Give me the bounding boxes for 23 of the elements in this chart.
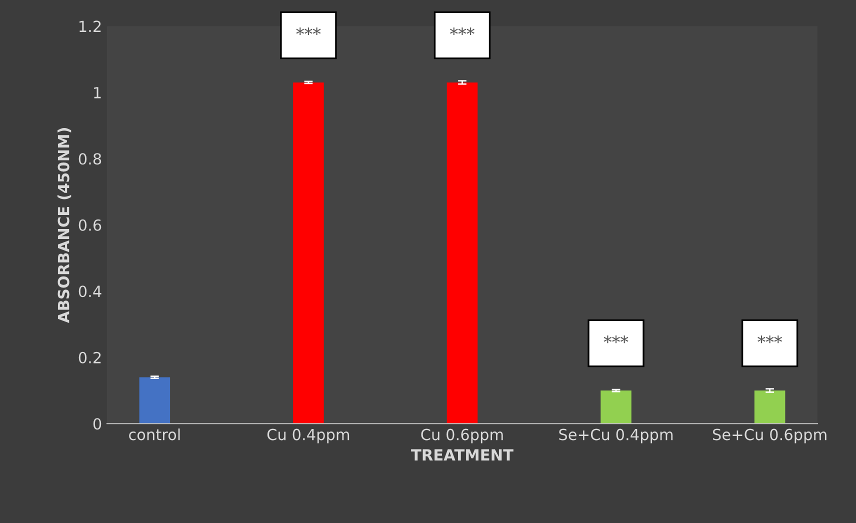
data-label: ***	[450, 27, 474, 36]
y-tick-label: 0.6	[78, 219, 102, 231]
bar	[600, 390, 632, 424]
x-tick-label: Se+Cu 0.4ppm	[559, 428, 673, 444]
y-tick-label: 1.2	[80, 20, 101, 32]
x-tick-label: Se+Cu 0.6ppm	[712, 428, 826, 444]
bar	[446, 82, 478, 424]
bar	[293, 82, 324, 424]
bar	[139, 377, 170, 424]
bar	[754, 390, 786, 424]
x-tick-label: control	[129, 428, 180, 440]
y-tick-label: 0	[93, 418, 102, 430]
data-label: ***	[604, 336, 628, 344]
y-tick-label: 0.8	[78, 153, 102, 165]
y-axis-title: ABSORBANCE (450NM)	[58, 128, 72, 323]
data-label: ***	[758, 336, 782, 344]
y-tick-label: 1	[94, 87, 101, 98]
y-tick-label: 0.2	[78, 352, 101, 364]
y-tick-label: 0.4	[78, 286, 102, 298]
data-label: ***	[296, 27, 321, 36]
x-axis-title: TREATMENT	[411, 449, 514, 460]
x-tick-label: Cu 0.6ppm	[421, 428, 503, 444]
x-tick-label: Cu 0.4ppm	[267, 428, 350, 444]
